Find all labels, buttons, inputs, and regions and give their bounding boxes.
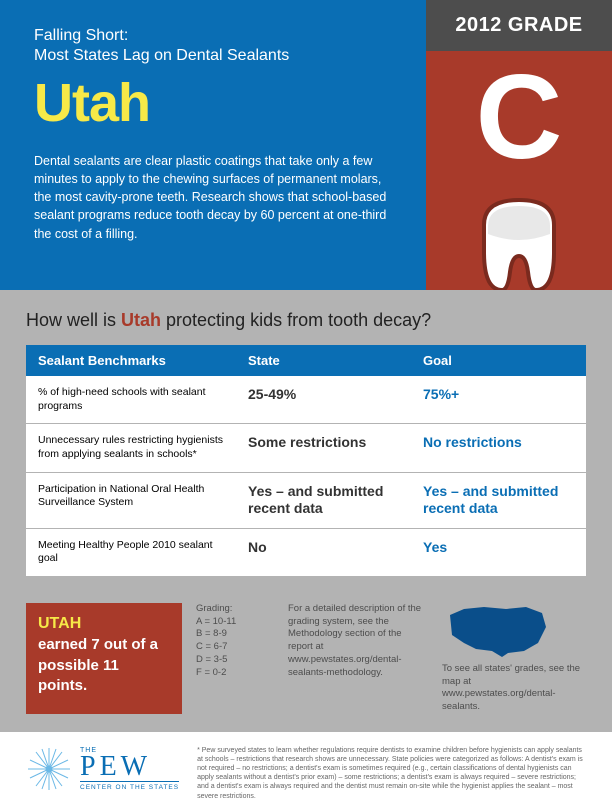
cell-state: No — [236, 529, 411, 576]
table-row: Meeting Healthy People 2010 sealant goal… — [26, 529, 586, 577]
question-prefix: How well is — [26, 310, 121, 330]
grade-b: B = 8-9 — [196, 628, 227, 639]
th-benchmarks: Sealant Benchmarks — [26, 345, 236, 376]
grade-letter: C — [426, 57, 612, 177]
tooth-icon — [464, 190, 574, 290]
question-heading: How well is Utah protecting kids from to… — [26, 310, 586, 331]
page: Falling Short: Most States Lag on Dental… — [0, 0, 612, 792]
question-state: Utah — [121, 310, 161, 330]
map-caption: To see all states' grades, see the map a… — [442, 663, 580, 712]
footer: THE PEW CENTER ON THE STATES * Pew surve… — [0, 732, 612, 801]
cell-label: Participation in National Oral Health Su… — [26, 473, 236, 528]
cell-goal: Yes – and submitted recent data — [411, 473, 586, 528]
table-header: Sealant Benchmarks State Goal — [26, 345, 586, 376]
pew-center: CENTER ON THE STATES — [80, 781, 179, 791]
hero-description: Dental sealants are clear plastic coatin… — [34, 152, 389, 243]
cell-goal: Yes — [411, 529, 586, 576]
report-subtitle: Falling Short: Most States Lag on Dental… — [34, 26, 396, 66]
map-column: To see all states' grades, see the map a… — [442, 603, 586, 714]
sunburst-icon — [26, 746, 72, 792]
us-map-icon — [442, 603, 552, 659]
table-row: Unnecessary rules restricting hygienists… — [26, 424, 586, 472]
grade-year-label: 2012 GRADE — [426, 0, 612, 51]
score-state: UTAH — [38, 613, 170, 635]
mid-section: How well is Utah protecting kids from to… — [0, 290, 612, 599]
question-suffix: protecting kids from tooth decay? — [161, 310, 431, 330]
footnote: * Pew surveyed states to learn whether r… — [197, 746, 586, 801]
cell-label: % of high-need schools with sealant prog… — [26, 376, 236, 423]
grading-title: Grading: — [196, 603, 232, 614]
cell-label: Meeting Healthy People 2010 sealant goal — [26, 529, 236, 576]
pew-text: THE PEW CENTER ON THE STATES — [80, 747, 179, 791]
pew-name: PEW — [80, 754, 179, 779]
cell-state: 25-49% — [236, 376, 411, 423]
state-name: Utah — [34, 72, 396, 134]
table-row: % of high-need schools with sealant prog… — [26, 376, 586, 424]
grading-description: For a detailed description of the gradin… — [288, 603, 428, 714]
hero-right: 2012 GRADE C — [426, 0, 612, 290]
cell-label: Unnecessary rules restricting hygienists… — [26, 424, 236, 471]
score-text: earned 7 out of a possible 11 points. — [38, 636, 158, 694]
grade-d: D = 3-5 — [196, 654, 227, 665]
grade-c: C = 6-7 — [196, 641, 227, 652]
hero-left: Falling Short: Most States Lag on Dental… — [0, 0, 426, 290]
table-row: Participation in National Oral Health Su… — [26, 473, 586, 529]
hero-section: Falling Short: Most States Lag on Dental… — [0, 0, 612, 290]
cell-goal: No restrictions — [411, 424, 586, 471]
subtitle-line2: Most States Lag on Dental Sealants — [34, 47, 289, 64]
score-box: UTAH earned 7 out of a possible 11 point… — [26, 603, 182, 714]
pew-logo: THE PEW CENTER ON THE STATES — [26, 746, 179, 792]
cell-goal: 75%+ — [411, 376, 586, 423]
grade-box: C — [426, 51, 612, 290]
grade-a: A = 10-11 — [196, 616, 236, 627]
benchmarks-table: Sealant Benchmarks State Goal % of high-… — [26, 345, 586, 577]
grade-f: F = 0-2 — [196, 667, 226, 678]
th-state: State — [236, 345, 411, 376]
subtitle-line1: Falling Short: — [34, 27, 128, 44]
cell-state: Yes – and submitted recent data — [236, 473, 411, 528]
cell-state: Some restrictions — [236, 424, 411, 471]
th-goal: Goal — [411, 345, 586, 376]
grading-scale: Grading: A = 10-11 B = 8-9 C = 6-7 D = 3… — [196, 603, 274, 714]
bottom-section: UTAH earned 7 out of a possible 11 point… — [0, 599, 612, 732]
